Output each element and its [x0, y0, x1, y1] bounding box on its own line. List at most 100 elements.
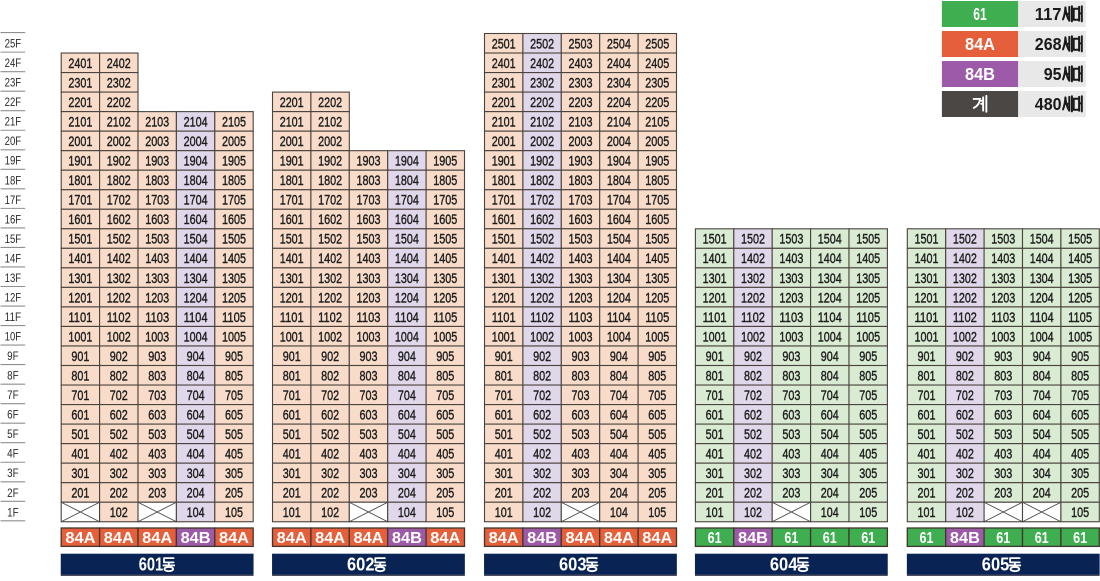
- svg-text:202: 202: [321, 485, 339, 501]
- svg-text:84A: 84A: [142, 530, 172, 547]
- svg-text:61: 61: [1035, 530, 1049, 547]
- svg-text:305: 305: [1071, 465, 1089, 481]
- svg-text:505: 505: [859, 426, 877, 442]
- svg-text:1803: 1803: [145, 172, 169, 188]
- svg-text:2201: 2201: [492, 94, 516, 110]
- svg-text:304: 304: [610, 465, 628, 481]
- svg-text:604: 604: [610, 406, 628, 422]
- svg-text:2103: 2103: [569, 114, 593, 130]
- svg-text:1203: 1203: [991, 289, 1015, 305]
- svg-text:1002: 1002: [530, 328, 554, 344]
- svg-text:1602: 1602: [318, 211, 342, 227]
- svg-text:84B: 84B: [181, 530, 211, 547]
- svg-text:804: 804: [610, 367, 628, 383]
- svg-text:704: 704: [821, 387, 839, 403]
- svg-text:17F: 17F: [5, 193, 22, 207]
- svg-text:1901: 1901: [280, 153, 304, 169]
- svg-text:904: 904: [187, 348, 205, 364]
- svg-text:84A: 84A: [965, 34, 995, 54]
- svg-text:701: 701: [918, 387, 936, 403]
- svg-text:102: 102: [956, 504, 974, 520]
- svg-text:1301: 1301: [68, 270, 92, 286]
- svg-text:2F: 2F: [7, 486, 19, 500]
- svg-text:1302: 1302: [318, 270, 342, 286]
- svg-text:1204: 1204: [607, 289, 631, 305]
- svg-text:2401: 2401: [68, 55, 92, 71]
- svg-text:105: 105: [436, 504, 454, 520]
- svg-text:61: 61: [920, 530, 934, 547]
- svg-text:1804: 1804: [607, 172, 631, 188]
- svg-text:1202: 1202: [318, 289, 342, 305]
- svg-text:84B: 84B: [950, 530, 980, 547]
- svg-text:1201: 1201: [915, 289, 939, 305]
- svg-text:1502: 1502: [107, 231, 131, 247]
- svg-text:402: 402: [956, 446, 974, 462]
- svg-text:84A: 84A: [489, 530, 519, 547]
- svg-text:1401: 1401: [492, 250, 516, 266]
- svg-text:601: 601: [706, 406, 724, 422]
- svg-text:1703: 1703: [145, 192, 169, 208]
- svg-text:905: 905: [1071, 348, 1089, 364]
- svg-text:101: 101: [706, 504, 724, 520]
- svg-text:901: 901: [495, 348, 513, 364]
- svg-text:202: 202: [956, 485, 974, 501]
- svg-text:2301: 2301: [492, 74, 516, 90]
- svg-text:2405: 2405: [645, 55, 669, 71]
- svg-text:603: 603: [572, 406, 590, 422]
- svg-text:803: 803: [360, 367, 378, 383]
- svg-text:1804: 1804: [184, 172, 208, 188]
- svg-text:1104: 1104: [818, 309, 842, 325]
- svg-text:205: 205: [859, 485, 877, 501]
- svg-text:1602: 1602: [107, 211, 131, 227]
- svg-text:1802: 1802: [530, 172, 554, 188]
- svg-text:1105: 1105: [433, 309, 457, 325]
- svg-text:302: 302: [533, 465, 551, 481]
- svg-text:2504: 2504: [607, 35, 631, 51]
- svg-text:2004: 2004: [607, 133, 631, 149]
- svg-text:1701: 1701: [68, 192, 92, 208]
- svg-text:1701: 1701: [492, 192, 516, 208]
- svg-text:302: 302: [321, 465, 339, 481]
- svg-text:101: 101: [918, 504, 936, 520]
- svg-text:1102: 1102: [741, 309, 765, 325]
- svg-text:804: 804: [398, 367, 416, 383]
- svg-text:705: 705: [859, 387, 877, 403]
- svg-text:201: 201: [706, 485, 724, 501]
- svg-text:16F: 16F: [5, 212, 22, 226]
- svg-text:702: 702: [533, 387, 551, 403]
- svg-text:504: 504: [398, 426, 416, 442]
- svg-text:1505: 1505: [222, 231, 246, 247]
- svg-text:802: 802: [744, 367, 762, 383]
- svg-text:1301: 1301: [703, 270, 727, 286]
- svg-text:1001: 1001: [280, 328, 304, 344]
- svg-text:1501: 1501: [915, 231, 939, 247]
- svg-text:303: 303: [994, 465, 1012, 481]
- svg-text:805: 805: [436, 367, 454, 383]
- svg-text:105: 105: [1071, 504, 1089, 520]
- svg-text:201: 201: [918, 485, 936, 501]
- svg-text:505: 505: [225, 426, 243, 442]
- svg-text:2305: 2305: [645, 74, 669, 90]
- svg-text:15F: 15F: [5, 232, 22, 246]
- svg-text:302: 302: [956, 465, 974, 481]
- svg-text:25F: 25F: [5, 37, 22, 51]
- svg-text:601: 601: [283, 406, 301, 422]
- svg-text:205: 205: [436, 485, 454, 501]
- svg-text:1004: 1004: [1030, 328, 1054, 344]
- svg-text:803: 803: [994, 367, 1012, 383]
- svg-text:2303: 2303: [569, 74, 593, 90]
- svg-text:405: 405: [859, 446, 877, 462]
- svg-text:902: 902: [321, 348, 339, 364]
- svg-text:1303: 1303: [357, 270, 381, 286]
- svg-text:802: 802: [533, 367, 551, 383]
- svg-text:1305: 1305: [222, 270, 246, 286]
- svg-text:703: 703: [360, 387, 378, 403]
- svg-text:2105: 2105: [645, 114, 669, 130]
- svg-text:1005: 1005: [645, 328, 669, 344]
- svg-text:503: 503: [782, 426, 800, 442]
- svg-text:2101: 2101: [492, 114, 516, 130]
- svg-text:1705: 1705: [645, 192, 669, 208]
- svg-text:2202: 2202: [530, 94, 554, 110]
- svg-text:1902: 1902: [318, 153, 342, 169]
- svg-text:1303: 1303: [145, 270, 169, 286]
